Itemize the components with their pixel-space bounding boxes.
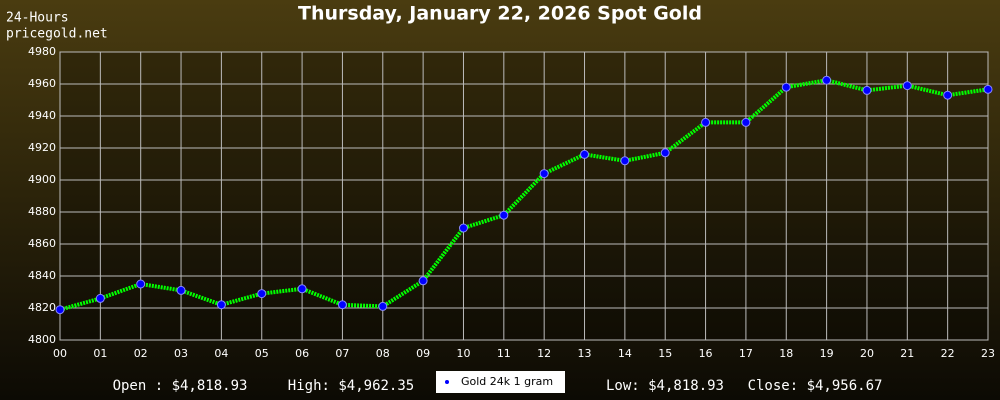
stat-label: High: $4,962.35 — [288, 378, 414, 394]
data-point — [418, 276, 428, 286]
x-tick-label: 15 — [658, 347, 672, 360]
y-tick-label: 4920 — [28, 141, 56, 154]
data-point — [55, 305, 65, 315]
data-point — [95, 293, 105, 303]
data-point — [539, 169, 549, 179]
data-point — [257, 289, 267, 299]
data-point — [943, 90, 953, 100]
x-tick-label: 23 — [981, 347, 995, 360]
chart-title: Thursday, January 22, 2026 Spot Gold — [298, 3, 702, 25]
data-point — [862, 85, 872, 95]
x-tick-label: 06 — [295, 347, 309, 360]
x-tick-label: 16 — [699, 347, 713, 360]
y-tick-label: 4860 — [28, 237, 56, 250]
series-line — [59, 78, 989, 312]
corner-label: 24-Hours — [6, 11, 69, 26]
data-point — [822, 75, 832, 85]
data-point — [701, 117, 711, 127]
data-point — [660, 148, 670, 158]
x-tick-label: 17 — [739, 347, 753, 360]
x-tick-label: 21 — [900, 347, 914, 360]
y-tick-label: 4980 — [28, 45, 56, 58]
x-tick-label: 22 — [941, 347, 955, 360]
x-tick-label: 07 — [335, 347, 349, 360]
data-point — [378, 301, 388, 311]
stat-label: Low: $4,818.93 — [606, 378, 724, 394]
x-tick-label: 20 — [860, 347, 874, 360]
data-point — [983, 84, 993, 94]
legend-marker — [445, 380, 449, 384]
x-tick-label: 14 — [618, 347, 632, 360]
x-tick-label: 11 — [497, 347, 511, 360]
data-point — [297, 284, 307, 294]
y-tick-label: 4800 — [28, 333, 56, 346]
x-tick-label: 02 — [134, 347, 148, 360]
x-tick-label: 10 — [456, 347, 470, 360]
legend-box — [436, 371, 565, 393]
data-point — [741, 117, 751, 127]
data-point — [136, 279, 146, 289]
stat-label: Close: $4,956.67 — [748, 378, 883, 394]
stat-label: Open : $4,818.93 — [113, 378, 248, 394]
data-point — [499, 210, 509, 220]
data-point — [620, 156, 630, 166]
x-tick-label: 05 — [255, 347, 269, 360]
x-tick-label: 08 — [376, 347, 390, 360]
y-tick-label: 4960 — [28, 77, 56, 90]
legend-label: Gold 24k 1 gram — [461, 375, 553, 388]
y-tick-label: 4820 — [28, 301, 56, 314]
x-tick-label: 03 — [174, 347, 188, 360]
x-tick-label: 04 — [214, 347, 228, 360]
x-tick-label: 18 — [779, 347, 793, 360]
x-tick-label: 01 — [93, 347, 107, 360]
y-tick-label: 4900 — [28, 173, 56, 186]
x-tick-label: 00 — [53, 347, 67, 360]
x-tick-label: 19 — [820, 347, 834, 360]
data-point — [580, 149, 590, 159]
data-point — [216, 300, 226, 310]
data-point — [458, 223, 468, 233]
x-tick-label: 09 — [416, 347, 430, 360]
x-tick-label: 12 — [537, 347, 551, 360]
data-point — [176, 285, 186, 295]
data-point — [902, 81, 912, 91]
data-point — [337, 300, 347, 310]
y-tick-label: 4840 — [28, 269, 56, 282]
y-tick-label: 4940 — [28, 109, 56, 122]
x-tick-label: 13 — [578, 347, 592, 360]
y-tick-label: 4880 — [28, 205, 56, 218]
data-point — [781, 82, 791, 92]
corner-label: pricegold.net — [6, 27, 108, 42]
